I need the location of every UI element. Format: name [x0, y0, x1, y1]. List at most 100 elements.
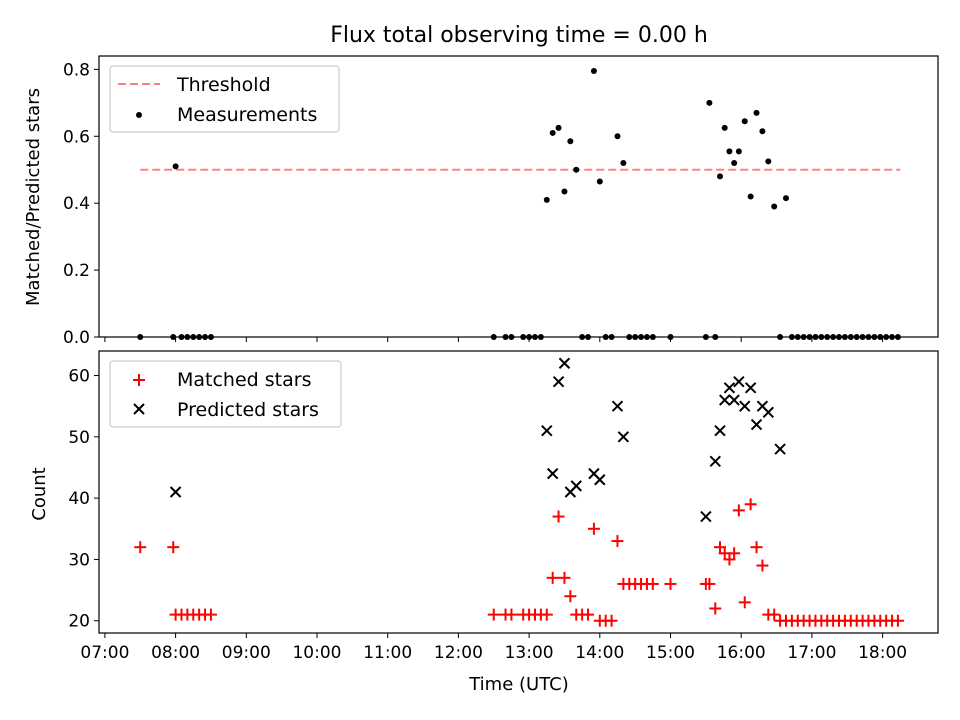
top-y-axis-label: Matched/Predicted stars — [23, 88, 44, 306]
predicted-point — [617, 431, 630, 443]
predicted-point — [762, 406, 775, 419]
matched-point — [728, 547, 741, 560]
measurement-point — [812, 334, 819, 340]
measurement-point — [712, 334, 719, 340]
x-tick-label: 13:00 — [505, 643, 554, 663]
bottom-y-tick-label: 30 — [68, 550, 90, 570]
matched-point — [587, 522, 600, 535]
legend-threshold-label: Threshold — [176, 74, 271, 96]
top-y-tick-label: 0.0 — [63, 328, 90, 348]
matched-point — [646, 577, 659, 590]
measurement-point — [508, 334, 515, 340]
measurement-point — [788, 334, 795, 340]
measurement-point — [626, 334, 633, 340]
top-y-tick-label: 0.6 — [63, 127, 90, 147]
matched-point — [738, 596, 751, 609]
matched-point — [768, 608, 781, 621]
predicted-point — [546, 467, 559, 480]
measurement-point — [717, 173, 724, 180]
measurement-point — [702, 334, 709, 340]
top-y-tick-label: 0.8 — [63, 60, 90, 80]
bottom-y-tick-label: 40 — [68, 489, 90, 509]
x-tick-label: 09:00 — [222, 643, 271, 663]
matched-point — [732, 504, 745, 517]
matched-point — [664, 577, 677, 590]
measurement-point — [726, 148, 733, 155]
measurement-point — [747, 193, 754, 200]
x-tick-label: 17:00 — [787, 643, 836, 663]
matched-point — [605, 614, 618, 627]
x-tick-label: 08:00 — [151, 643, 200, 663]
matched-point — [564, 590, 577, 603]
top-legend-box — [109, 65, 340, 133]
predicted-point — [552, 375, 565, 388]
legend-measurements-label: Measurements — [177, 104, 317, 126]
top-legend: Threshold Measurements — [109, 65, 340, 133]
measurement-point — [590, 68, 597, 75]
measurement-point — [649, 334, 656, 340]
measurement-point — [573, 166, 580, 173]
measurement-point — [614, 133, 621, 140]
predicted-point — [733, 375, 745, 388]
matched-point — [134, 541, 147, 554]
matched-point — [204, 608, 217, 621]
measurement-point — [841, 334, 848, 340]
measurement-point — [178, 334, 185, 340]
measurement-point — [520, 334, 527, 340]
measurement-point — [894, 334, 901, 340]
measurement-point — [190, 334, 197, 340]
measurement-point — [865, 334, 872, 340]
bottom-y-ticks: 20 30 40 50 60 — [68, 367, 99, 632]
matched-point — [505, 608, 518, 621]
measurement-point — [735, 148, 742, 155]
bottom-marks — [134, 357, 904, 627]
predicted-point — [169, 486, 182, 498]
chart-title: Flux total observing time = 0.00 h — [330, 23, 708, 48]
matched-point — [750, 541, 763, 554]
legend-matched-swatch — [133, 374, 145, 386]
bottom-y-tick-label: 20 — [68, 612, 90, 632]
matched-point — [582, 608, 595, 621]
measurement-point — [847, 334, 854, 340]
measurement-point — [537, 334, 544, 340]
predicted-point — [714, 424, 726, 437]
measurement-point — [202, 334, 209, 340]
matched-point — [487, 608, 500, 621]
measurement-point — [883, 334, 890, 340]
matched-point — [709, 602, 722, 615]
x-tick-label: 16:00 — [717, 643, 766, 663]
predicted-point — [774, 443, 786, 455]
x-tick-label: 14:00 — [575, 643, 624, 663]
predicted-point — [541, 424, 553, 437]
measurement-point — [579, 334, 586, 340]
matched-point — [714, 541, 727, 554]
measurement-point — [549, 129, 556, 136]
measurement-point — [632, 334, 639, 340]
measurement-point — [170, 334, 177, 340]
x-tick-label: 07:00 — [80, 643, 129, 663]
measurement-point — [731, 160, 738, 167]
measurement-point — [543, 196, 550, 203]
bottom-y-tick-label: 60 — [68, 367, 90, 387]
measurement-point — [184, 334, 191, 340]
measurement-point — [490, 334, 497, 340]
measurement-point — [853, 334, 860, 340]
measurement-point — [531, 334, 538, 340]
matched-point — [611, 535, 624, 548]
matched-point — [540, 608, 553, 621]
measurement-point — [137, 334, 144, 340]
x-tick-label: 18:00 — [858, 643, 907, 663]
legend-measurements-swatch — [136, 112, 142, 118]
x-axis-label: Time (UTC) — [468, 674, 569, 695]
measurement-point — [794, 334, 801, 340]
matched-point — [167, 541, 180, 554]
predicted-point — [700, 510, 712, 523]
matched-point — [558, 571, 571, 584]
measurement-point — [585, 334, 592, 340]
bottom-legend: Matched stars Predicted stars — [109, 360, 342, 428]
measurement-point — [706, 99, 713, 106]
matched-point — [744, 498, 757, 511]
measurement-point — [765, 158, 772, 165]
measurement-point — [777, 334, 784, 340]
predicted-point — [709, 455, 721, 468]
